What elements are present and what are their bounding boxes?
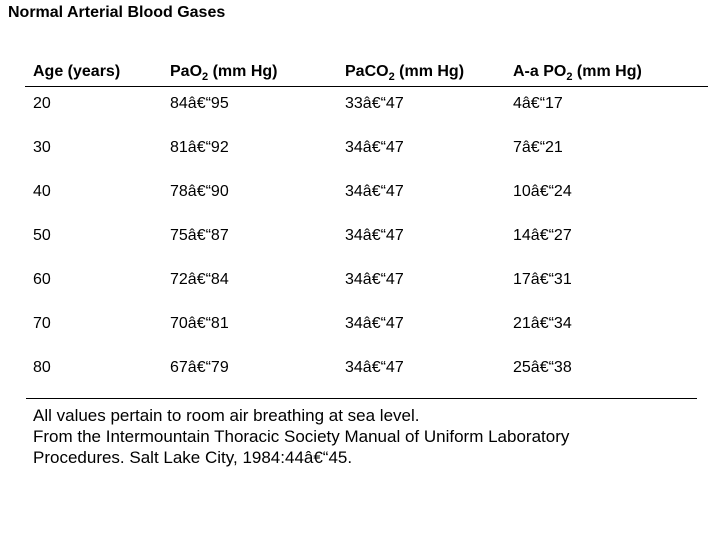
col-header-pao2: PaO2 (mm Hg) xyxy=(170,63,278,84)
cell-paco2: 34â€“47 xyxy=(345,315,404,332)
footnote-line: From the Intermountain Thoracic Society … xyxy=(33,427,570,446)
footnote-line: All values pertain to room air breathing… xyxy=(33,406,420,425)
cell-age: 70 xyxy=(33,315,51,332)
cell-paco2: 34â€“47 xyxy=(345,271,404,288)
cell-paco2: 34â€“47 xyxy=(345,227,404,244)
cell-pao2: 78â€“90 xyxy=(170,183,229,200)
table-row: 80 67â€“79 34â€“47 25â€“38 xyxy=(33,358,709,377)
cell-aapo2: 4â€“17 xyxy=(513,95,563,112)
cell-pao2: 72â€“84 xyxy=(170,271,229,288)
footnote-line: Procedures. Salt Lake City, 1984:44â€“45… xyxy=(33,448,353,467)
col-header-age: Age (years) xyxy=(33,63,121,80)
cell-aapo2: 25â€“38 xyxy=(513,359,572,376)
footnote: All values pertain to room air breathing… xyxy=(33,405,569,468)
col-header-paco2: PaCO2 (mm Hg) xyxy=(345,63,465,84)
table-row: 60 72â€“84 34â€“47 17â€“31 xyxy=(33,270,709,289)
cell-aapo2: 7â€“21 xyxy=(513,139,563,156)
cell-pao2: 75â€“87 xyxy=(170,227,229,244)
page-title: Normal Arterial Blood Gases xyxy=(8,4,226,21)
cell-pao2: 81â€“92 xyxy=(170,139,229,156)
cell-age: 30 xyxy=(33,139,51,156)
header-divider xyxy=(25,86,708,87)
cell-age: 60 xyxy=(33,271,51,288)
cell-pao2: 67â€“79 xyxy=(170,359,229,376)
cell-age: 50 xyxy=(33,227,51,244)
cell-age: 20 xyxy=(33,95,51,112)
table-row: 70 70â€“81 34â€“47 21â€“34 xyxy=(33,314,709,333)
table-header-row: Age (years) PaO2 (mm Hg) PaCO2 (mm Hg) A… xyxy=(33,62,709,84)
cell-aapo2: 17â€“31 xyxy=(513,271,572,288)
cell-aapo2: 21â€“34 xyxy=(513,315,572,332)
table-row: 30 81â€“92 34â€“47 7â€“21 xyxy=(33,138,709,157)
cell-age: 40 xyxy=(33,183,51,200)
cell-pao2: 70â€“81 xyxy=(170,315,229,332)
cell-paco2: 34â€“47 xyxy=(345,359,404,376)
col-header-aapo2: A-a PO2 (mm Hg) xyxy=(513,63,642,84)
table-row: 20 84â€“95 33â€“47 4â€“17 xyxy=(33,94,709,113)
cell-aapo2: 14â€“27 xyxy=(513,227,572,244)
table-row: 50 75â€“87 34â€“47 14â€“27 xyxy=(33,226,709,245)
footer-divider xyxy=(26,398,697,399)
cell-paco2: 34â€“47 xyxy=(345,139,404,156)
cell-aapo2: 10â€“24 xyxy=(513,183,572,200)
table-row: 40 78â€“90 34â€“47 10â€“24 xyxy=(33,182,709,201)
cell-pao2: 84â€“95 xyxy=(170,95,229,112)
cell-paco2: 34â€“47 xyxy=(345,183,404,200)
cell-paco2: 33â€“47 xyxy=(345,95,404,112)
cell-age: 80 xyxy=(33,359,51,376)
